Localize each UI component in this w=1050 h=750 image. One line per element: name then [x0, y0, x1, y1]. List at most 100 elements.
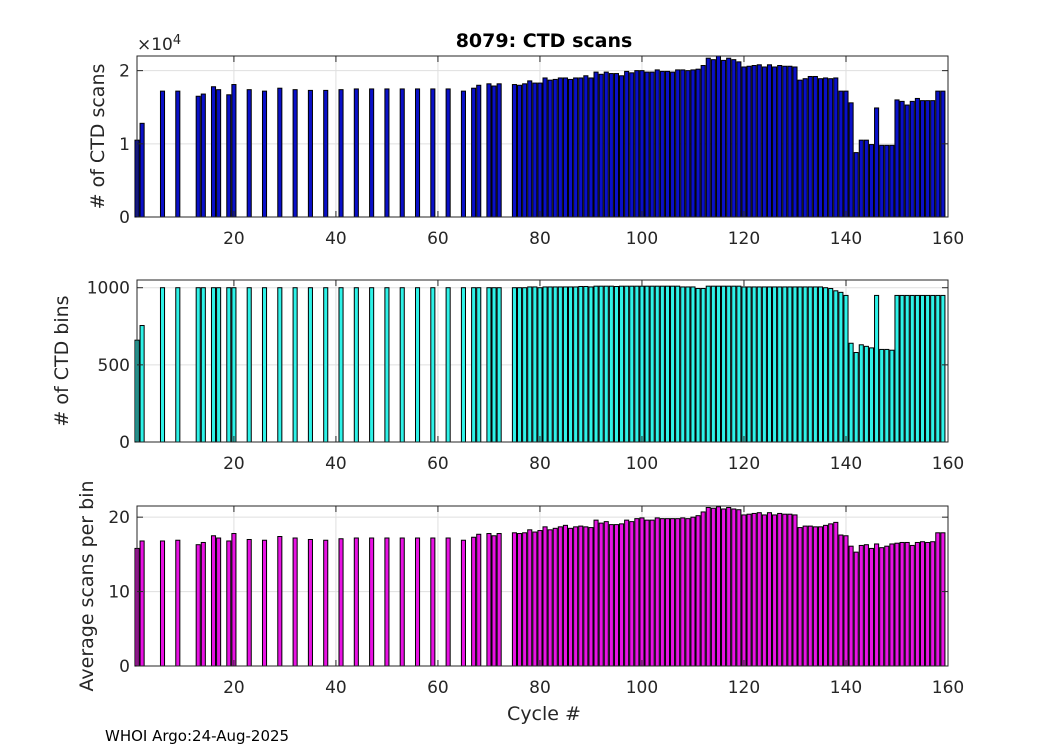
bar — [940, 294, 946, 443]
bar — [210, 287, 217, 443]
bar — [292, 537, 298, 667]
bar — [675, 69, 681, 218]
bar — [874, 294, 880, 443]
bar — [710, 507, 716, 667]
y-axis-label: # of CTD bins — [51, 295, 73, 426]
bar — [200, 93, 206, 218]
bar — [766, 64, 773, 218]
bar — [476, 533, 482, 667]
bar — [353, 88, 359, 218]
bar — [639, 285, 645, 443]
bar — [634, 70, 640, 218]
bar — [858, 544, 864, 667]
bar — [261, 90, 268, 218]
bar — [292, 287, 298, 443]
bar — [756, 64, 762, 218]
bar — [812, 75, 818, 218]
bar — [909, 294, 915, 443]
bar — [598, 522, 604, 667]
x-tick-label: 120 — [728, 454, 760, 474]
x-tick-label: 60 — [427, 678, 449, 698]
bar — [460, 287, 466, 443]
bar — [532, 286, 538, 443]
bar — [522, 287, 528, 443]
bar — [792, 66, 798, 218]
bar — [817, 286, 824, 443]
bar — [930, 100, 936, 218]
bar — [919, 541, 926, 667]
bar — [608, 73, 614, 218]
y-axis-label: # of CTD scans — [87, 64, 109, 210]
panel-scans: 20 40 60 80 100 120 140 160 0 1 2 # of CTD scans ×10… — [87, 33, 964, 249]
bar — [853, 551, 859, 667]
bar — [925, 294, 931, 443]
bar — [542, 526, 548, 667]
bar — [736, 285, 742, 443]
bar — [817, 526, 824, 667]
bar — [603, 521, 609, 667]
y-tick-label: 0 — [119, 208, 130, 228]
bar — [700, 287, 706, 443]
bar — [863, 139, 869, 218]
x-tick-label: 120 — [728, 678, 760, 698]
bar — [812, 526, 818, 667]
bar — [460, 90, 466, 218]
panel-bins: 20 40 60 80 100 120 140 160 0 500 1000 # of CTD bin… — [51, 279, 964, 474]
bar — [619, 75, 625, 218]
bar — [894, 542, 900, 667]
bar — [721, 508, 727, 667]
bar — [833, 77, 839, 218]
bar — [593, 285, 599, 443]
bar — [721, 59, 727, 218]
bar — [792, 514, 798, 667]
bar — [216, 537, 222, 667]
bar — [731, 285, 737, 443]
bar — [517, 287, 523, 443]
bar — [848, 342, 854, 443]
bar — [685, 518, 691, 667]
bar — [634, 285, 640, 443]
bar — [807, 75, 813, 218]
bar — [532, 82, 538, 218]
bar — [705, 57, 711, 218]
y-tick-label: 1000 — [87, 279, 130, 299]
bar — [542, 77, 548, 218]
bar — [935, 532, 941, 667]
bar — [277, 536, 283, 667]
bar — [639, 517, 645, 667]
bar — [766, 286, 773, 443]
bar — [200, 287, 206, 443]
bar — [736, 509, 742, 667]
bar — [715, 506, 722, 667]
bar — [823, 77, 829, 218]
bar — [583, 285, 589, 443]
bar — [624, 519, 630, 667]
bar — [726, 506, 732, 667]
y-tick-label: 1 — [119, 135, 130, 155]
bar — [761, 514, 767, 667]
bar — [568, 527, 574, 667]
bar — [761, 66, 767, 218]
bar — [471, 87, 477, 218]
bar — [797, 286, 803, 443]
x-tick-label: 60 — [427, 229, 449, 249]
bar — [486, 287, 492, 443]
bar — [756, 286, 762, 443]
bar — [649, 71, 655, 218]
bar — [675, 285, 681, 443]
bar — [608, 285, 614, 443]
bar — [557, 526, 563, 667]
bar — [787, 65, 793, 218]
bar — [874, 543, 880, 667]
x-tick-label: 140 — [830, 678, 862, 698]
y-axis-label: Average scans per bin — [76, 480, 98, 691]
bar — [537, 530, 543, 667]
bar — [807, 525, 813, 667]
bar — [226, 287, 232, 443]
bar — [731, 59, 737, 218]
bar — [552, 527, 558, 667]
bar — [940, 532, 946, 667]
bar — [231, 533, 237, 667]
bar — [802, 525, 808, 667]
bar — [690, 286, 696, 443]
